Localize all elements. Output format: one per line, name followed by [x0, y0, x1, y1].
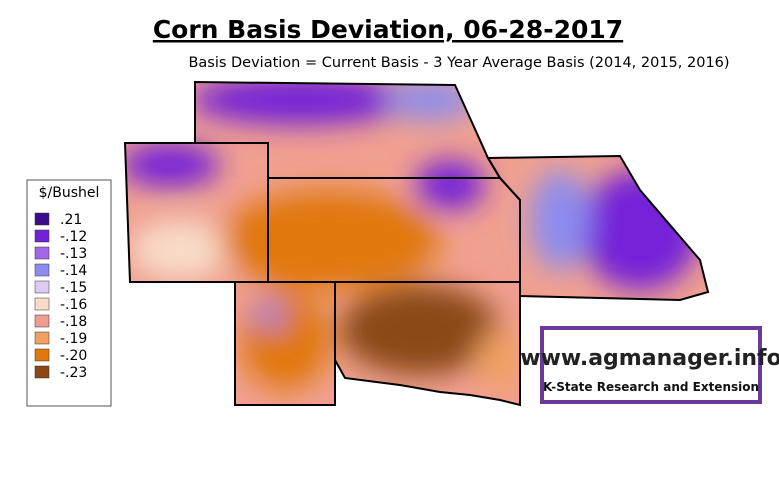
logo-box	[540, 326, 762, 404]
logo-org: K-State Research and Extension	[543, 380, 759, 394]
subtitle: Basis Deviation = Current Basis - 3 Year…	[188, 55, 729, 71]
legend-swatch	[34, 348, 50, 362]
legend-swatch	[34, 246, 50, 260]
legend-label: .21	[60, 212, 82, 228]
legend-items: .21-.12-.13-.14-.15-.16-.18-.19-.20-.23	[34, 212, 87, 381]
legend-label: -.12	[60, 229, 87, 245]
legend-label: -.18	[60, 314, 87, 330]
legend-swatch	[34, 314, 50, 328]
legend-label: -.20	[60, 348, 87, 364]
legend-title: $/Bushel	[39, 185, 100, 201]
legend-swatch	[34, 297, 50, 311]
legend-label: -.16	[60, 297, 87, 313]
legend-swatch	[34, 331, 50, 345]
legend-label: -.13	[60, 246, 87, 262]
legend-label: -.15	[60, 280, 87, 296]
legend-label: -.14	[60, 263, 87, 279]
legend-label: -.23	[60, 365, 87, 381]
state-borders	[123, 80, 710, 407]
legend-swatch	[34, 280, 50, 294]
legend-swatch	[34, 212, 50, 226]
legend-swatch	[34, 365, 50, 379]
legend-label: -.19	[60, 331, 87, 347]
title: Corn Basis Deviation, 06-28-2017	[153, 15, 623, 44]
legend-swatch	[34, 263, 50, 277]
legend-swatch	[34, 229, 50, 243]
logo-url: www.agmanager.info	[520, 346, 779, 371]
